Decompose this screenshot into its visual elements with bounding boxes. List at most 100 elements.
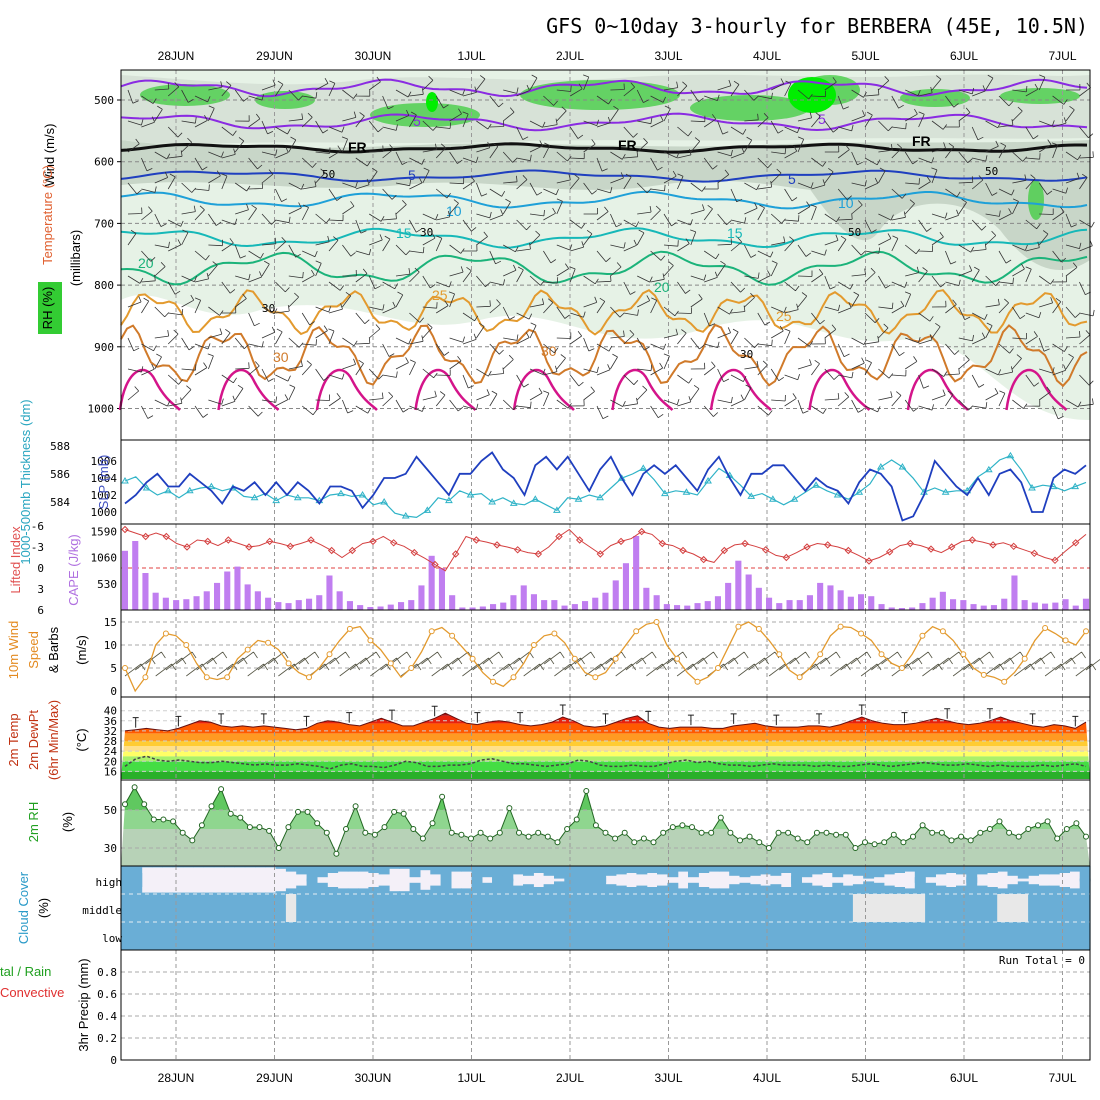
cloud-cell-high: [265, 866, 277, 868]
thickness-point: [121, 477, 129, 484]
cloud-cell-high: [636, 885, 648, 894]
cloud-cell-high: [595, 866, 607, 883]
rh-green-area: [520, 80, 680, 110]
wind10m-axis-label: & Barbs: [46, 626, 61, 673]
cloud-cell-high: [791, 866, 802, 885]
cloud-cell-high: [554, 866, 565, 879]
rh-point: [160, 816, 167, 823]
cloud-cell-high: [368, 866, 380, 873]
thickness-point: [639, 464, 648, 471]
cloud-cell-high: [358, 866, 369, 872]
thickness-point: [293, 493, 302, 501]
cloud-cell-low: [1079, 922, 1091, 950]
wind-speed-point: [224, 674, 231, 681]
date-label-bottom: 1JUL: [457, 1071, 485, 1085]
thickness-point: [704, 477, 712, 484]
cloud-cell-low: [151, 922, 163, 950]
cloud-cell-high: [667, 866, 679, 878]
cloud-cell-middle: [203, 894, 215, 922]
cloud-cell-middle: [306, 894, 318, 922]
thickness-point: [401, 512, 410, 519]
cloud-cell-high: [749, 884, 761, 894]
cloud-cell-high: [615, 866, 627, 875]
wind-speed-line: [124, 621, 1087, 693]
contour-temp-35: [611, 368, 674, 411]
cloud-cell-high: [1048, 866, 1060, 875]
precip-tick: 0.2: [97, 1032, 117, 1045]
thickness-point: [984, 465, 993, 473]
cloud-cell-low: [1059, 922, 1070, 950]
cloud-cell-low: [584, 922, 596, 950]
cloud-cell-high: [791, 875, 802, 894]
cloud-cell-high: [1038, 885, 1050, 894]
cape-axis-label: CAPE (J/kg): [66, 534, 81, 606]
cloud-cell-low: [770, 922, 782, 950]
cloud-cell-high: [430, 866, 442, 875]
cape-bar: [203, 591, 210, 610]
contour-temp-35: [512, 368, 575, 411]
wind-speed-point: [674, 655, 681, 662]
rh-point: [343, 826, 349, 832]
rh-point: [391, 808, 398, 815]
cloud-cell-middle: [677, 894, 689, 922]
rh-point: [429, 820, 436, 827]
cloud-cell-low: [399, 922, 411, 950]
cloud-cell-low: [306, 922, 318, 950]
cloud-cell-high: [739, 866, 751, 878]
cloud-cell-high: [574, 866, 586, 883]
cloud-cell-low: [471, 922, 483, 950]
cloud-cell-high: [1059, 887, 1070, 894]
cloud-cell-middle: [523, 894, 534, 922]
cloud-cell-high: [832, 882, 844, 894]
wind-speed-point: [776, 651, 783, 658]
rh-point: [785, 829, 792, 836]
cloud-cell-high: [523, 866, 534, 876]
rh-point: [554, 839, 561, 846]
cloud-cell-high: [1017, 866, 1029, 879]
rh-tick: 50: [104, 804, 117, 817]
cloud-cell-low: [822, 922, 833, 950]
lifted-index-point: [989, 541, 997, 549]
cloud-cell-high: [255, 866, 266, 868]
cloud-cell-low: [667, 922, 679, 950]
cloud-cell-high: [677, 888, 689, 894]
thickness-point: [185, 486, 194, 494]
wind-tick: 15: [104, 616, 117, 629]
rh-point: [544, 833, 551, 840]
cape-bar: [346, 601, 353, 610]
lifted-index-point: [534, 550, 543, 558]
date-label-top: 30JUN: [355, 49, 392, 63]
cloud-cell-high: [780, 866, 792, 873]
wind-speed-point: [919, 632, 926, 639]
rh-point: [246, 824, 253, 831]
cloud-cell-low: [533, 922, 545, 950]
cloud-cell-high: [512, 885, 524, 894]
cloud-cell-middle: [718, 894, 730, 922]
cloud-cell-middle: [615, 894, 627, 922]
rh-green-area: [1028, 180, 1044, 220]
wind-speed-point: [878, 651, 885, 658]
cloud-cell-high: [894, 887, 905, 894]
cloud-cell-middle: [688, 894, 699, 922]
thickness-point: [272, 496, 281, 504]
rh-point: [804, 839, 811, 846]
li-tick: -3: [31, 541, 44, 554]
cloud-cell-high: [430, 885, 442, 894]
contour-temp-10: [120, 190, 1088, 210]
cloud-cell-low: [956, 922, 967, 950]
thickness-point: [380, 498, 389, 505]
cloud-cell-middle: [997, 894, 1009, 922]
cloud-cell-low: [461, 922, 473, 950]
temp-max-whisker: [388, 709, 395, 721]
cloud-cell-high: [822, 866, 833, 873]
cape-bar: [1042, 603, 1049, 610]
cloud-cell-low: [636, 922, 648, 950]
cloud-cell-high: [1007, 866, 1019, 876]
cloud-cell-high: [172, 892, 184, 894]
wind-speed-point: [162, 630, 169, 637]
lifted-index-point: [720, 546, 729, 555]
cloud-cell-high: [543, 884, 555, 894]
contour-temp-25: [120, 289, 1088, 336]
temp-max-whisker: [303, 715, 310, 727]
cape-bar: [398, 602, 405, 610]
